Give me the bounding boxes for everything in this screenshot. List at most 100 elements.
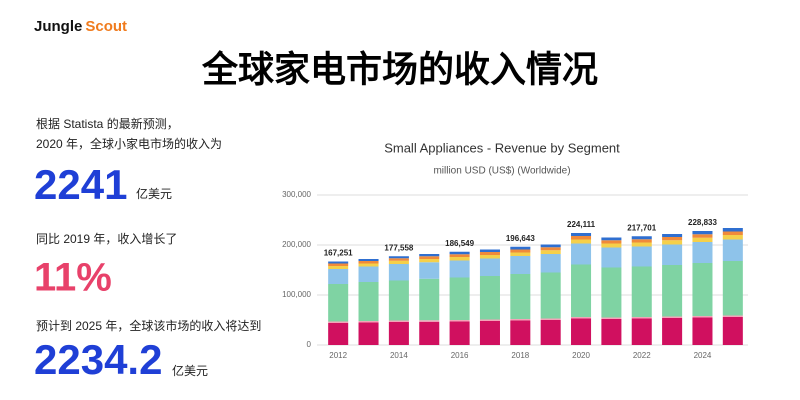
stat-text: 2020 年，全球小家电市场的收入为 xyxy=(36,136,222,151)
bar-segment xyxy=(540,320,561,345)
chart-subtitle: million USD (US$) (Worldwide) xyxy=(433,166,570,177)
y-tick-label: 200,000 xyxy=(282,240,311,249)
total-label: 224,111 xyxy=(567,220,596,229)
bar-segment xyxy=(449,251,470,255)
stat-figure: 2234.2 xyxy=(34,336,162,383)
bar-segment xyxy=(571,243,592,265)
stat-text: 根据 Statista 的最新预测， xyxy=(36,116,179,131)
bar-segment xyxy=(358,322,379,345)
bar-segment xyxy=(419,278,440,321)
bar-segment xyxy=(479,258,500,276)
bar-segment xyxy=(419,321,440,345)
total-label: 196,643 xyxy=(506,234,535,243)
bar-segment xyxy=(388,322,409,345)
bar-segment xyxy=(692,237,713,242)
bar-segment xyxy=(328,323,349,345)
x-tick-label: 2020 xyxy=(572,351,590,360)
bar-segment xyxy=(479,321,500,345)
bar-segment xyxy=(571,317,592,319)
bar-segment xyxy=(631,242,652,247)
chart-title: Small Appliances - Revenue by Segment xyxy=(384,140,620,155)
logo-jungle: Jungle xyxy=(34,18,82,35)
x-tick-label: 2018 xyxy=(511,351,529,360)
bar-segment xyxy=(328,261,349,264)
logo-scout: Scout xyxy=(85,18,127,35)
bar-segment xyxy=(722,239,743,261)
bar-segment xyxy=(479,249,500,252)
bar-segment xyxy=(388,258,409,261)
bar-segment xyxy=(571,236,592,240)
bar-segment xyxy=(449,320,470,322)
bar-segment xyxy=(571,318,592,345)
y-tick-label: 0 xyxy=(307,340,312,349)
bar-segment xyxy=(722,228,743,232)
stat-figure: 2241 xyxy=(34,161,127,208)
bar-segment xyxy=(328,284,349,322)
stat-text: 同比 2019 年，收入增长了 xyxy=(36,232,177,246)
bar-segment xyxy=(510,249,531,253)
bar-segment xyxy=(601,240,622,244)
bar-segment xyxy=(631,246,652,267)
bar-segment xyxy=(358,321,379,323)
total-label: 228,833 xyxy=(688,218,717,227)
bar-segment xyxy=(358,261,379,264)
bar-segment xyxy=(662,265,683,317)
bar-segment xyxy=(388,280,409,321)
bar-segment xyxy=(540,318,561,320)
bar-segment xyxy=(328,269,349,284)
total-label: 167,251 xyxy=(324,249,353,258)
bar-segment xyxy=(722,315,743,317)
bar-segment xyxy=(692,263,713,316)
bar-segment xyxy=(571,239,592,244)
bar-segment xyxy=(358,266,379,282)
bar-segment xyxy=(328,321,349,323)
bar-segment xyxy=(601,247,622,268)
bar-segment xyxy=(358,263,379,267)
bar-segment xyxy=(419,254,440,257)
slide-title: 全球家电市场的收入情况 xyxy=(201,49,598,90)
bar-segment xyxy=(328,263,349,266)
bar-segment xyxy=(479,252,500,255)
bar-segment xyxy=(419,256,440,259)
bar-segment xyxy=(510,320,531,345)
bar-segment xyxy=(449,321,470,345)
bar-segment xyxy=(601,243,622,248)
bar-segment xyxy=(631,239,652,243)
bar-segment xyxy=(510,274,531,319)
bar-segment xyxy=(662,237,683,241)
bar-segment xyxy=(540,247,561,251)
x-tick-label: 2016 xyxy=(451,351,469,360)
bar-segment xyxy=(388,264,409,281)
bar-segment xyxy=(601,237,622,241)
bar-segment xyxy=(328,266,349,269)
bar-segment xyxy=(722,231,743,235)
stat-figure: 11% xyxy=(34,256,112,300)
bar-segment xyxy=(662,318,683,345)
bar-segment xyxy=(631,266,652,317)
bar-segment xyxy=(662,244,683,265)
bar-segment xyxy=(510,252,531,256)
bar-segment xyxy=(631,236,652,240)
bar-segment xyxy=(388,320,409,322)
bar-segment xyxy=(449,260,470,278)
total-label: 186,549 xyxy=(445,239,474,248)
x-tick-label: 2014 xyxy=(390,351,408,360)
x-tick-label: 2024 xyxy=(694,351,712,360)
logo: Jungle Scout xyxy=(34,18,127,35)
x-tick-label: 2022 xyxy=(633,351,651,360)
bar-segment xyxy=(479,255,500,259)
bar-segment xyxy=(631,318,652,345)
bar-segment xyxy=(601,317,622,319)
bar-segment xyxy=(479,276,500,320)
bar-segment xyxy=(419,262,440,279)
bar-segment xyxy=(540,272,561,319)
bar-segment xyxy=(540,244,561,248)
bar-segment xyxy=(692,316,713,318)
bar-segment xyxy=(722,261,743,316)
x-tick-label: 2012 xyxy=(329,351,347,360)
bar-segment xyxy=(692,231,713,235)
bar-segment xyxy=(540,250,561,254)
bar-segment xyxy=(449,277,470,320)
bar-segment xyxy=(449,257,470,261)
